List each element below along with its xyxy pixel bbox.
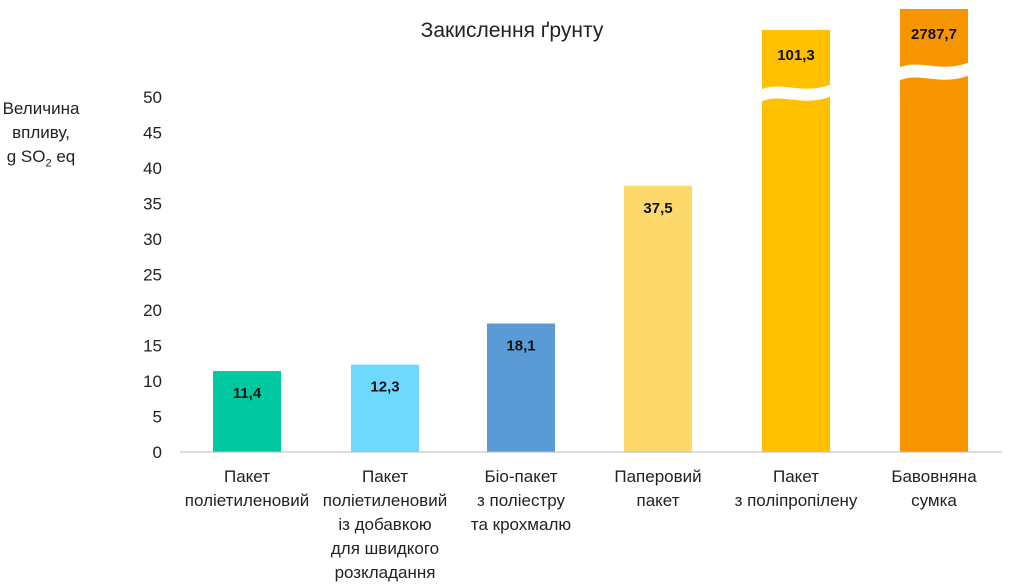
- x-tick-label: з поліпропілену: [735, 491, 858, 510]
- bar-value-label: 18,1: [506, 337, 535, 354]
- y-axis-label: Величина впливу, g SO2 eq: [0, 97, 82, 175]
- y-tick-label: 20: [143, 301, 162, 320]
- y-tick-label: 0: [153, 443, 162, 462]
- bars: 11,4 12,3 18,1 37,5 101,3 2787,7: [213, 9, 970, 452]
- y-tick-label: 50: [143, 88, 162, 107]
- y-axis-label-line: Величина: [2, 99, 80, 118]
- y-tick-label: 15: [143, 337, 162, 356]
- x-tick-label: Біо-пакет: [484, 467, 557, 486]
- x-tick-label: розкладання: [335, 563, 436, 582]
- bar-value-label: 37,5: [643, 200, 672, 217]
- y-axis: 0 5 10 15 20 25 30 35 40 45 50: [143, 88, 162, 462]
- x-tick-label: поліетиленовий: [185, 491, 309, 510]
- y-tick-label: 45: [143, 124, 162, 143]
- x-tick-label: сумка: [911, 491, 957, 510]
- x-tick-label: для швидкого: [331, 539, 439, 558]
- y-tick-label: 5: [153, 408, 162, 427]
- bar: [762, 30, 830, 452]
- x-tick-label: поліетиленовий: [323, 491, 447, 510]
- x-axis-labels: Пакет поліетиленовий Пакет поліетиленовий із…: [185, 467, 977, 582]
- bar-value-label: 11,4: [233, 385, 262, 402]
- bar-value-label: 2787,7: [911, 26, 957, 43]
- x-tick-label: із добавкою: [338, 515, 432, 534]
- bar: [900, 9, 968, 452]
- x-tick-label: з поліестру: [477, 491, 566, 510]
- x-tick-label: Пакет: [362, 467, 408, 486]
- y-axis-unit: g SO2 eq: [6, 147, 76, 170]
- bar: [487, 323, 555, 452]
- x-tick-label: пакет: [637, 491, 680, 510]
- x-tick-label: Пакет: [773, 467, 819, 486]
- y-tick-label: 25: [143, 266, 162, 285]
- bar-value-label: 101,3: [777, 47, 815, 64]
- x-tick-label: Пакет: [224, 467, 270, 486]
- axis-break-mark: [898, 62, 970, 81]
- x-tick-label: Паперовий: [614, 467, 701, 486]
- axis-break-mark: [760, 84, 832, 102]
- bar: [624, 185, 692, 452]
- y-tick-label: 40: [143, 159, 162, 178]
- x-tick-label: Бавовняна: [891, 467, 977, 486]
- bar-value-label: 12,3: [370, 379, 399, 396]
- bar: [351, 364, 419, 452]
- y-tick-label: 30: [143, 230, 162, 249]
- y-axis-label-line: впливу,: [12, 123, 70, 142]
- y-tick-label: 10: [143, 372, 162, 391]
- bar: [213, 371, 281, 452]
- chart-title: Закислення ґрунту: [421, 19, 604, 42]
- y-tick-label: 35: [143, 195, 162, 214]
- x-tick-label: та крохмалю: [471, 515, 571, 534]
